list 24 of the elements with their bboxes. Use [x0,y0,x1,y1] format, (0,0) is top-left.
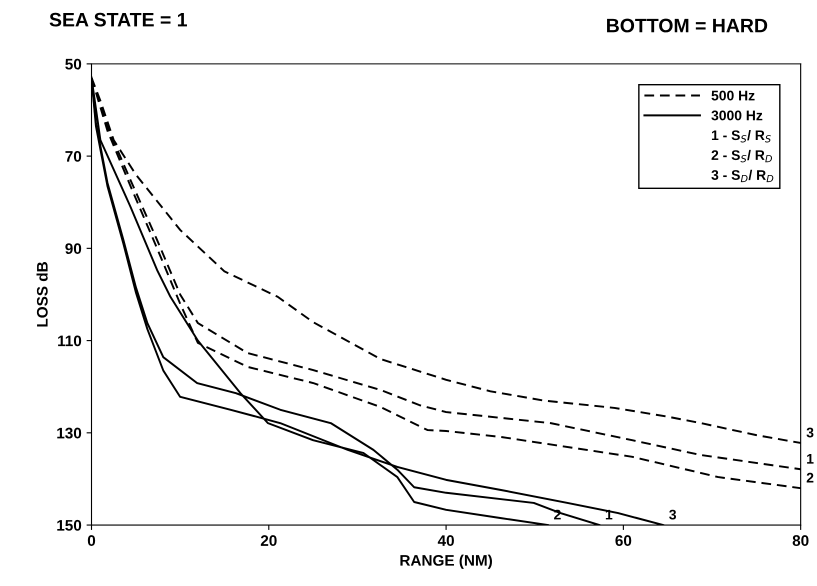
legend-label: 3000 Hz [711,110,762,120]
x-tick-label: 40 [438,535,454,546]
y-axis-title: LOSS dB [36,262,48,327]
x-axis-title: RANGE (NM) [400,554,492,569]
legend-label: 500 Hz [712,90,755,100]
y-tick-label: 70 [65,150,82,162]
x-tick-label: 60 [615,535,632,546]
chart-title: SEA STATE = 1 [50,12,187,27]
chart-subtitle: BOTTOM = HARD [607,18,768,32]
y-tick-label: 90 [65,243,82,254]
y-tick-label: 110 [58,335,82,346]
y-tick-label: 50 [65,58,82,70]
annotation: 3 - S$_{D}$/ R$_{D}$ [711,170,774,182]
y-tick-label: 130 [57,428,82,439]
annotation: 1 [807,454,814,464]
y-tick-label: 150 [57,520,82,531]
annotation: 3 [806,428,814,438]
x-tick-label: 0 [88,535,96,546]
annotation: 2 - S$_{S}$/ R$_{D}$ [712,150,772,162]
x-tick-label: 80 [792,535,809,546]
x-tick-label: 20 [260,535,277,546]
annotation: 1 - S$_{S}$/ R$_{S}$ [712,130,771,142]
annotation: 2 [806,472,814,482]
annotation: 3 [669,510,676,520]
